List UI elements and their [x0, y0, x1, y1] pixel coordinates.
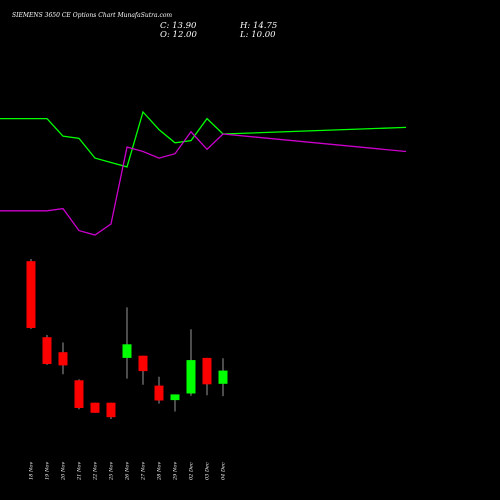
low-value: L: 10.00 [239, 30, 276, 40]
candle-body [154, 385, 164, 401]
candle-body [90, 402, 100, 413]
candle-20-nov [58, 342, 68, 375]
candle-body [186, 360, 196, 394]
x-tick-label: 18 Nov [29, 462, 35, 480]
x-tick-label: 04 Dec [221, 462, 227, 480]
candle-body [170, 394, 180, 401]
candle-body [122, 344, 132, 358]
green-line [0, 110, 407, 168]
candle-body [74, 380, 84, 408]
x-tick-label: 26 Nov [125, 462, 131, 481]
close-value: C: 13.90 [160, 21, 197, 31]
candle-25-nov [106, 402, 116, 419]
candle-body [58, 352, 68, 366]
candles [26, 259, 228, 419]
candle-03-dec [202, 357, 212, 396]
x-tick-label: 20 Nov [61, 462, 67, 481]
magenta-line [0, 130, 407, 236]
candle-body [202, 357, 212, 385]
x-axis-tick-labels: 18 Nov 19 Nov 20 Nov 21 Nov 22 Nov 25 Nov 26 N… [29, 462, 227, 481]
x-tick-label: 28 Nov [157, 462, 163, 481]
x-tick-label: 03 Dec [205, 462, 211, 480]
candle-04-dec [218, 358, 228, 397]
chart-title: SIEMENS 3650 CE Options Chart MunafaSutr… [12, 12, 172, 19]
candle-18-nov [26, 259, 36, 329]
x-tick-label: 22 Nov [93, 462, 99, 481]
candle-21-nov [74, 379, 84, 410]
candle-26-nov [122, 307, 132, 379]
x-tick-label: 19 Nov [45, 462, 51, 480]
open-value: O: 12.00 [160, 30, 197, 40]
candle-28-nov [154, 376, 164, 404]
indicator-lines [0, 110, 407, 236]
candle-body [26, 261, 36, 328]
x-tick-label: 29 Nov [173, 462, 179, 481]
candle-27-nov [138, 355, 148, 385]
candle-body [42, 337, 52, 364]
x-tick-label: 02 Dec [189, 462, 195, 480]
candle-body [218, 370, 228, 384]
x-tick-label: 27 Nov [141, 462, 147, 481]
candle-22-nov [90, 402, 100, 413]
candle-19-nov [42, 335, 52, 365]
candle-body [138, 355, 148, 372]
candle-body [106, 402, 116, 418]
high-value: H: 14.75 [239, 21, 277, 31]
candle-02-dec [186, 329, 196, 396]
x-tick-label: 25 Nov [109, 462, 115, 481]
candle-29-nov [170, 394, 180, 412]
x-tick-label: 21 Nov [77, 462, 83, 481]
